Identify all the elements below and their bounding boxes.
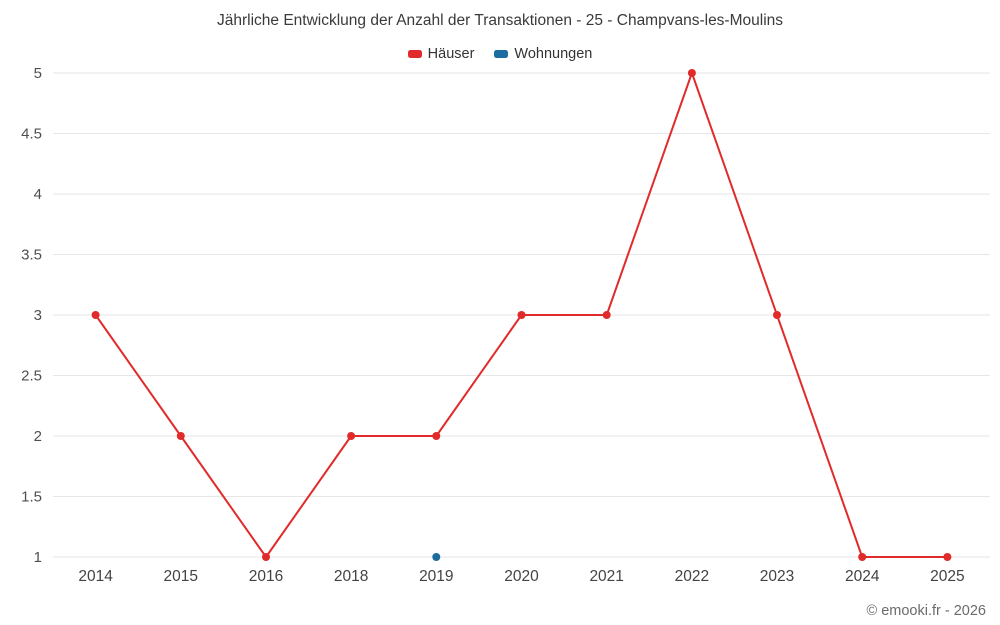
data-point-h-user[interactable] bbox=[91, 311, 100, 319]
data-point-h-user[interactable] bbox=[176, 432, 185, 440]
y-tick-label: 4.5 bbox=[21, 126, 42, 143]
data-point-h-user[interactable] bbox=[602, 311, 611, 319]
y-tick-label: 5 bbox=[34, 65, 42, 82]
y-tick-label: 3.5 bbox=[21, 247, 42, 264]
y-tick-label: 4 bbox=[34, 186, 42, 203]
x-tick-label: 2024 bbox=[845, 568, 880, 585]
x-tick-label: 2023 bbox=[760, 568, 794, 585]
x-tick-label: 2022 bbox=[675, 568, 709, 585]
legend-swatch bbox=[407, 50, 422, 58]
legend-label: Häuser bbox=[427, 46, 475, 62]
legend-item-wohnungen[interactable]: Wohnungen bbox=[494, 46, 592, 62]
chart-title: Jährliche Entwicklung der Anzahl der Tra… bbox=[216, 12, 784, 29]
legend-swatch bbox=[494, 50, 509, 58]
x-tick-label: 2021 bbox=[589, 568, 623, 585]
x-tick-label: 2014 bbox=[78, 568, 113, 585]
data-point-h-user[interactable] bbox=[432, 432, 441, 440]
x-tick-label: 2025 bbox=[930, 568, 964, 585]
y-tick-label: 2 bbox=[34, 428, 42, 445]
data-point-h-user[interactable] bbox=[262, 553, 270, 561]
data-point-wohnungen[interactable] bbox=[432, 553, 441, 561]
legend-item-häuser[interactable]: Häuser bbox=[407, 46, 475, 62]
y-tick-label: 3 bbox=[34, 307, 42, 324]
data-point-h-user[interactable] bbox=[858, 553, 867, 561]
credits-link[interactable]: © emooki.fr - 2026 bbox=[866, 603, 986, 619]
data-point-h-user[interactable] bbox=[517, 311, 526, 319]
x-tick-label: 2016 bbox=[249, 568, 283, 585]
data-point-h-user[interactable] bbox=[687, 69, 696, 77]
y-tick-label: 1.5 bbox=[21, 489, 42, 506]
data-point-h-user[interactable] bbox=[347, 432, 356, 440]
x-tick-label: 2018 bbox=[334, 568, 368, 585]
x-tick-label: 2015 bbox=[164, 568, 198, 585]
legend: Häuser Wohnungen bbox=[0, 46, 1000, 62]
data-point-h-user[interactable] bbox=[943, 553, 952, 561]
data-point-h-user[interactable] bbox=[773, 311, 781, 319]
x-tick-label: 2020 bbox=[504, 568, 539, 585]
x-tick-label: 2019 bbox=[419, 568, 453, 585]
y-tick-label: 2.5 bbox=[21, 368, 42, 385]
legend-label: Wohnungen bbox=[514, 46, 593, 62]
y-tick-label: 1 bbox=[34, 549, 42, 566]
